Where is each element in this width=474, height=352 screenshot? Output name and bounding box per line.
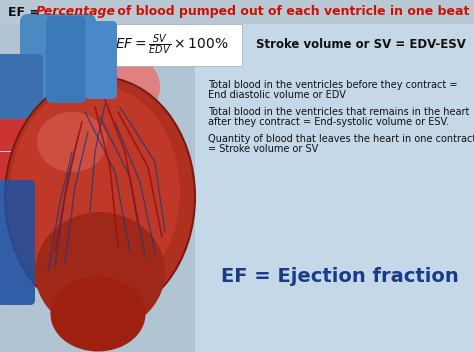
FancyBboxPatch shape xyxy=(0,180,35,305)
Text: Percentage: Percentage xyxy=(36,6,116,19)
Ellipse shape xyxy=(51,277,146,352)
Text: of blood pumped out of each ventricle in one beat: of blood pumped out of each ventricle in… xyxy=(113,6,469,19)
FancyBboxPatch shape xyxy=(85,21,117,99)
FancyBboxPatch shape xyxy=(0,152,25,180)
FancyBboxPatch shape xyxy=(0,0,474,24)
Ellipse shape xyxy=(35,212,165,332)
FancyBboxPatch shape xyxy=(46,16,86,103)
Ellipse shape xyxy=(80,52,160,122)
Text: Total blood in the ventricles that remains in the heart: Total blood in the ventricles that remai… xyxy=(208,107,469,117)
Text: Stroke volume or SV = EDV-ESV: Stroke volume or SV = EDV-ESV xyxy=(256,38,466,51)
Text: after they contract = End-systolic volume or ESV.: after they contract = End-systolic volum… xyxy=(208,117,449,127)
Text: EF =: EF = xyxy=(8,6,45,19)
Text: Quantity of blood that leaves the heart in one contraction: Quantity of blood that leaves the heart … xyxy=(208,134,474,144)
Ellipse shape xyxy=(10,84,180,300)
Text: $\mathit{EF} = \frac{\mathit{SV}}{\mathit{EDV}} \times 100\%$: $\mathit{EF} = \frac{\mathit{SV}}{\mathi… xyxy=(115,33,229,57)
Ellipse shape xyxy=(37,112,107,172)
FancyBboxPatch shape xyxy=(0,115,34,151)
Text: End diastolic volume or EDV: End diastolic volume or EDV xyxy=(208,90,346,100)
Text: = Stroke volume or SV: = Stroke volume or SV xyxy=(208,144,318,154)
Text: Total blood in the ventricles before they contract =: Total blood in the ventricles before the… xyxy=(208,80,457,90)
Text: EF = Ejection fraction: EF = Ejection fraction xyxy=(221,268,459,287)
FancyBboxPatch shape xyxy=(103,24,242,66)
FancyBboxPatch shape xyxy=(195,24,474,352)
FancyBboxPatch shape xyxy=(20,14,96,140)
FancyBboxPatch shape xyxy=(0,54,43,119)
Ellipse shape xyxy=(5,77,195,317)
